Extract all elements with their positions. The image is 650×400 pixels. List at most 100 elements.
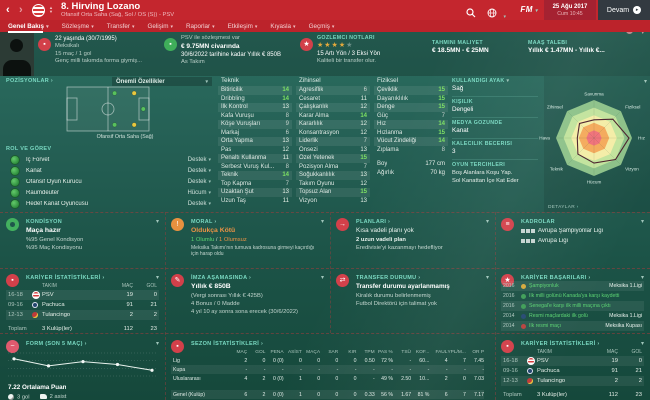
attribute-row: İlk Kontrol 13 — [218, 103, 292, 112]
stat-value: 2 — [244, 357, 248, 364]
menu-item[interactable]: Transfer — [107, 21, 135, 32]
attribute-filter-select[interactable]: Önemli Özellikler — [112, 77, 212, 86]
club-crest-icon[interactable] — [32, 4, 45, 17]
role-name: Hedef Kanat Oyuncusu — [26, 200, 89, 207]
attribute-value: 7 — [363, 163, 367, 170]
season-col-header[interactable]: MAÇ — [236, 349, 248, 355]
chevron-down-icon[interactable]: ▾ — [155, 275, 159, 281]
menu-item[interactable]: Gelişim — [147, 21, 173, 32]
years: 09-16 — [8, 302, 23, 308]
achievement-text: Resmi maçlardaki ilk golü — [529, 313, 588, 319]
season-col-header[interactable]: SAR — [328, 349, 339, 355]
menu-item[interactable]: Sözleşme — [62, 21, 94, 32]
chevron-down-icon[interactable]: ▾ — [640, 275, 644, 281]
chevron-down-icon[interactable]: ▾ — [485, 219, 489, 225]
chevron-down-icon[interactable]: ▾ — [640, 341, 644, 347]
stat-value: - — [409, 357, 412, 364]
plans-label[interactable]: PLANLARI — [356, 219, 390, 225]
season-col-header[interactable]: FAUL — [435, 349, 448, 355]
chevron-down-icon[interactable]: ▾ — [320, 275, 324, 281]
season-col-header[interactable]: OR P — [472, 349, 485, 355]
role-duty-select[interactable]: Destek — [188, 179, 211, 185]
chevron-down-icon[interactable]: ▾ — [485, 275, 489, 281]
attribute-value: 14 — [438, 121, 445, 127]
globe-icon[interactable] — [487, 5, 506, 23]
attribute-value: 6 — [363, 87, 367, 93]
kit-icons — [521, 239, 535, 243]
career-row[interactable]: 09-16 Pachuca 91 21 — [6, 300, 159, 310]
fm-logo[interactable]: FM — [520, 5, 538, 14]
season-col-header[interactable]: MAÇA — [306, 349, 321, 355]
menu-item[interactable]: Geçmiş — [309, 21, 335, 32]
career-stats-label[interactable]: KARİYER İSTATİSTİKLERİ — [521, 341, 600, 347]
role-duty-select[interactable]: Destek — [188, 201, 211, 207]
short-term-plan: Kısa vadeli planı yok — [356, 227, 414, 234]
stat-value: 0 — [262, 357, 266, 364]
achievements-label[interactable]: KARİYER BAŞARILARI — [521, 275, 591, 281]
season-stats-label[interactable]: SEZON İSTATİSTİKLERİ — [191, 341, 263, 347]
chevron-down-icon[interactable]: ▾ — [155, 341, 159, 347]
career-total-row: Toplam 3 Kulüp(ler) 112 23 — [8, 326, 157, 332]
season-col-header[interactable]: TPM — [364, 349, 375, 355]
preferred-foot-value: Sağ — [452, 85, 464, 92]
season-col-header[interactable]: PAS % — [377, 349, 393, 355]
chevron-down-icon[interactable]: ▾ — [640, 219, 644, 225]
achievement-text: İlk milli golünü Kanada'ya karşı kaydett… — [529, 293, 620, 299]
contract-label[interactable]: İMZA AŞAMASINDA — [191, 275, 251, 281]
star-rating: ★★★★★ — [317, 42, 354, 49]
season-col-header[interactable]: KOF... — [415, 349, 430, 355]
radar-details-link[interactable]: DETAYLAR — [548, 205, 579, 210]
personality-value: Dengeli — [452, 106, 474, 113]
attribute-radar-chart: Savunma Fiziksel Hız Vizyon Hücum Teknik Hava Z… — [539, 92, 645, 185]
attribute-row: Kafa Vuruşu 8 — [218, 112, 292, 121]
game-date[interactable]: 25 Ağu 2017 Cum 10:45 — [544, 0, 596, 20]
apps: 2 — [129, 312, 133, 318]
competition-name: Avrupa Şampiyonlar Ligi — [538, 228, 603, 234]
attribute-name: Dayanıklılık — [377, 95, 409, 102]
attribute-row: Topsuz Alan 15 — [296, 188, 370, 197]
search-icon[interactable] — [466, 5, 476, 23]
chevron-down-icon[interactable]: ▾ — [320, 219, 324, 225]
season-col-header[interactable]: KIR — [348, 349, 357, 355]
career-row[interactable]: 09-16 Pachuca 91 21 — [501, 366, 644, 376]
role-duty-select[interactable]: Destek — [188, 168, 211, 174]
season-col-header[interactable]: GOL — [255, 349, 266, 355]
preferred-foot-label[interactable]: KULLANDIĞI AYAK — [452, 78, 538, 85]
form-label[interactable]: FORM (SON 5 MAÇ) — [26, 341, 87, 347]
role-duty-select[interactable]: Hücum — [187, 190, 211, 196]
attribute-name: Vücut Zindeliği — [377, 138, 417, 144]
morale-label[interactable]: MORAL — [191, 219, 217, 225]
chevron-down-icon[interactable]: ▾ — [643, 79, 647, 85]
attribute-name: Vizyon — [299, 197, 317, 204]
menu-item[interactable]: Genel Bakış — [8, 21, 49, 33]
season-stats-icon: ▪ — [171, 340, 184, 353]
continue-button[interactable]: Devam ▸ — [598, 0, 650, 20]
achievement-competition: Meksika 1.Ligi — [609, 283, 642, 289]
back-icon[interactable]: ‹ — [6, 4, 10, 16]
menu-item[interactable]: Kıyasla — [270, 21, 295, 32]
forward-icon[interactable]: › — [19, 4, 23, 16]
season-col-header[interactable]: TSÜ — [401, 349, 412, 355]
attribute-value: 13 — [282, 104, 289, 110]
role-ability-icon — [10, 176, 20, 187]
contract-section: ✎ İMZA AŞAMASINDA ▾ Yıllık € 850B (Vergi… — [165, 268, 330, 332]
attribute-value: 15 — [360, 189, 367, 195]
transfer-status-label[interactable]: TRANSFER DURUMU — [356, 275, 420, 281]
career-stats-label[interactable]: KARİYER İSTATİSTİKLERİ — [26, 275, 105, 281]
career-row[interactable]: 12-13 Tulancingo 2 2 — [6, 310, 159, 320]
career-row[interactable]: 12-13 Tulancingo 2 2 — [501, 376, 644, 386]
chevron-down-icon[interactable]: ▾ — [155, 219, 159, 225]
menu-item[interactable]: Raporlar — [186, 21, 215, 32]
player-cycle-icons[interactable]: ▲ ▼ — [49, 5, 53, 14]
season-col-header[interactable]: YPL/M... — [447, 349, 466, 355]
career-row[interactable]: 16-18 PSV 19 0 — [501, 356, 644, 366]
positions-label[interactable]: POZİSYONLAR — [6, 78, 53, 84]
career-row[interactable]: 16-18 PSV 19 0 — [6, 290, 159, 300]
menu-item[interactable]: Etkileşim — [228, 21, 258, 32]
role-duty-select[interactable]: Destek — [188, 157, 211, 163]
svg-text:Hava: Hava — [539, 136, 550, 141]
season-col-header[interactable]: ASİST — [287, 349, 302, 355]
season-col-header[interactable]: PENA — [270, 349, 284, 355]
club-name: PSV — [42, 292, 54, 298]
transfer-icon: ⇄ — [336, 274, 349, 287]
